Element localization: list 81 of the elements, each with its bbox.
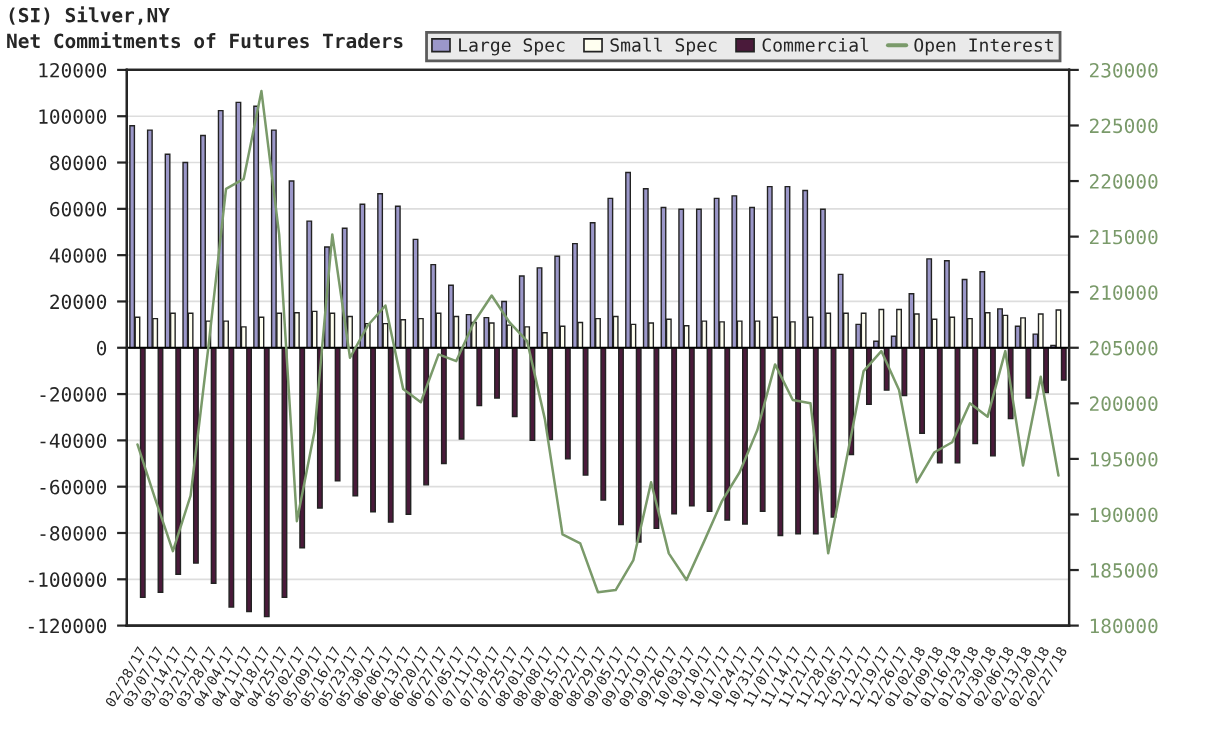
bar (625, 171, 632, 349)
y-tick-label: -60000 (40, 479, 107, 495)
bar (146, 129, 153, 349)
y2-tick-label: 200000 (1089, 396, 1158, 412)
bar (819, 208, 826, 349)
bar (766, 185, 773, 349)
y-tick-label: 40000 (49, 248, 107, 263)
y-tick-label: -20000 (40, 387, 107, 402)
bar (164, 153, 171, 349)
bar (511, 347, 518, 418)
bar (377, 193, 384, 349)
y2-tick-label: 210000 (1089, 285, 1158, 300)
y2-tick-label: 205000 (1089, 340, 1158, 356)
y-tick-label: -120000 (28, 618, 107, 634)
bar (483, 316, 490, 349)
y-tick-label: 0 (96, 340, 107, 356)
bar (564, 347, 571, 460)
bar (448, 284, 454, 349)
y-tick-label: 80000 (50, 155, 107, 171)
bar (759, 347, 766, 512)
bar (394, 205, 401, 349)
bar (306, 220, 313, 349)
legend-label: Small Spec (610, 37, 717, 56)
bar (334, 347, 341, 482)
bar (182, 161, 189, 349)
bar (979, 271, 986, 349)
y2-tick-label: 185000 (1090, 563, 1158, 578)
bar (607, 197, 614, 349)
bar (642, 188, 649, 349)
y2-tick-label: 195000 (1090, 451, 1158, 467)
bar (458, 347, 465, 440)
bar (387, 347, 394, 523)
bar (878, 308, 885, 349)
line-series (136, 89, 1060, 594)
bar (210, 347, 217, 584)
y-tick-label: 20000 (50, 294, 107, 310)
chart-subtitle: Net Commitments of Futures Traders (7, 32, 403, 49)
y2-tick-label: 190000 (1090, 507, 1158, 523)
bar (936, 347, 943, 464)
bar (837, 273, 844, 349)
y-tick-label: -40000 (40, 433, 107, 449)
bar (582, 347, 589, 476)
y2-tick-label: 225000 (1089, 118, 1158, 134)
bar (430, 263, 437, 349)
bar (139, 347, 146, 599)
bar (571, 242, 578, 349)
y2-tick-label: 220000 (1089, 174, 1158, 189)
bar (1002, 314, 1009, 349)
bar (288, 180, 295, 349)
bar (235, 101, 242, 349)
y2-tick-label: 180000 (1090, 618, 1158, 634)
bar (926, 258, 933, 349)
y2-tick-label: 230000 (1089, 62, 1158, 78)
bar (749, 206, 756, 349)
y-tick-label: -80000 (40, 525, 107, 541)
y2-tick-label: 215000 (1089, 229, 1158, 245)
bar (359, 203, 366, 349)
bar (253, 105, 260, 349)
bar (908, 293, 915, 349)
bar (731, 195, 738, 349)
bar (678, 208, 685, 349)
bar (688, 347, 695, 507)
y-tick-label: -100000 (28, 572, 107, 588)
bar (802, 189, 809, 349)
legend-label: Large Spec (459, 38, 565, 56)
bar (713, 197, 720, 349)
bar (961, 278, 968, 349)
bar (263, 347, 270, 618)
legend-label: Commercial (762, 37, 869, 52)
bar (635, 347, 642, 543)
bar (943, 260, 950, 349)
y-tick-label: 60000 (50, 201, 107, 217)
bar (518, 275, 525, 349)
y-tick-label: 100000 (39, 109, 107, 124)
chart-title: (SI) Silver,NY (9, 6, 170, 25)
bar (554, 255, 561, 349)
bar (200, 134, 206, 349)
bar (695, 208, 702, 349)
y-tick-label: 120000 (39, 62, 107, 78)
bar (589, 222, 596, 349)
legend-label: Open Interest (914, 38, 1053, 56)
